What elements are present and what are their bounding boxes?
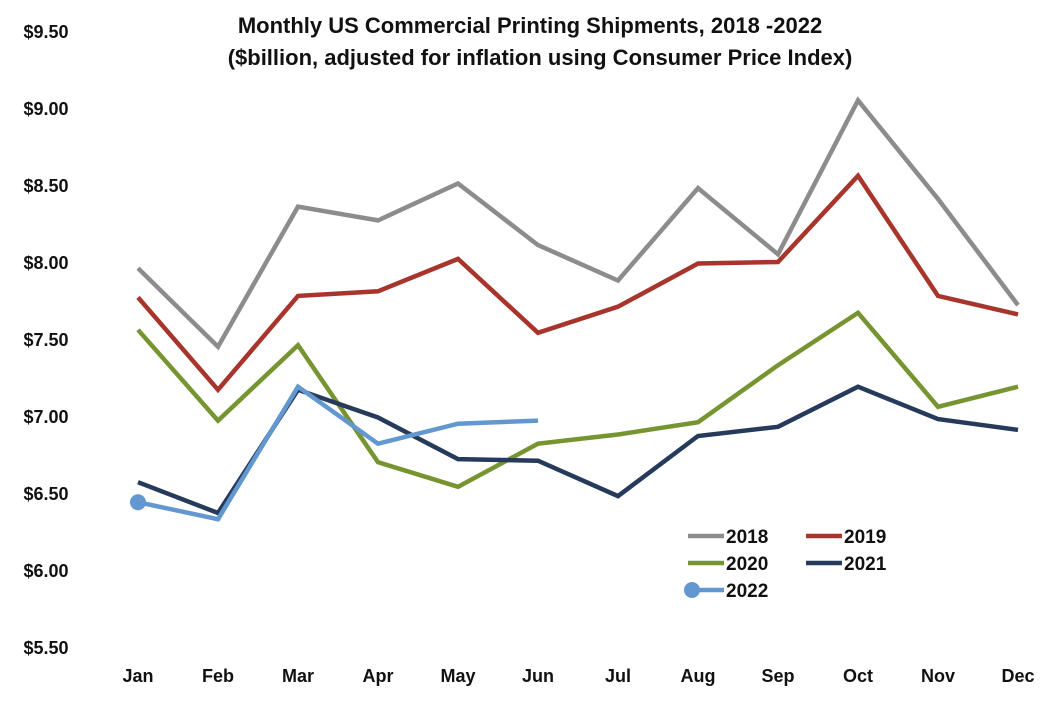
series-line-2022 (137, 383, 539, 522)
series-marker-2022 (130, 494, 146, 511)
legend-marker-2022 (684, 582, 700, 598)
y-tick-label: $9.50 (23, 22, 68, 42)
y-tick-label: $6.50 (23, 484, 68, 504)
legend-label-2021: 2021 (844, 554, 887, 575)
x-tick-label: Nov (921, 666, 955, 686)
x-tick-label: Feb (202, 666, 234, 686)
y-tick-label: $6.00 (23, 561, 68, 581)
legend-label-2020: 2020 (726, 554, 768, 575)
x-tick-label: May (440, 666, 475, 686)
y-tick-label: $7.50 (23, 330, 68, 350)
legend-label-2019: 2019 (844, 527, 886, 548)
x-tick-label: Jul (605, 666, 631, 686)
y-tick-label: $8.00 (23, 253, 68, 273)
legend-label-2022: 2022 (726, 581, 768, 602)
y-tick-label: $8.50 (23, 176, 68, 196)
y-tick-label: $7.00 (23, 407, 68, 427)
series-line-2020 (136, 309, 1019, 490)
legend-label-2018: 2018 (726, 527, 768, 548)
series-line-2018 (136, 96, 1020, 351)
series-line-2021 (137, 384, 1019, 516)
series-lines (130, 96, 1020, 522)
x-tick-label: Mar (282, 666, 314, 686)
x-tick-label: Sep (761, 666, 794, 686)
x-tick-label: Oct (843, 666, 873, 686)
x-tick-label: Jan (122, 666, 153, 686)
x-tick-label: Dec (1001, 666, 1034, 686)
chart-title: Monthly US Commercial Printing Shipments… (238, 13, 822, 38)
y-tick-label: $5.50 (23, 638, 68, 658)
legend: 2018 2019 2020 2021 2022 (684, 527, 887, 602)
y-tick-label: $9.00 (23, 99, 68, 119)
x-tick-label: Aug (681, 666, 716, 686)
x-axis-ticks: Jan Feb Mar Apr May Jun Jul Aug Sep Oct Nov Dec (122, 666, 1034, 686)
y-axis-ticks: $5.50 $6.00 $6.50 $7.00 $7.50 $8.00 $8.50 $9.00… (23, 22, 68, 658)
series-line-2019 (136, 172, 1019, 394)
x-tick-label: Apr (363, 666, 394, 686)
x-tick-label: Jun (522, 666, 554, 686)
chart-subtitle: ($billion, adjusted for inflation using … (228, 45, 853, 70)
